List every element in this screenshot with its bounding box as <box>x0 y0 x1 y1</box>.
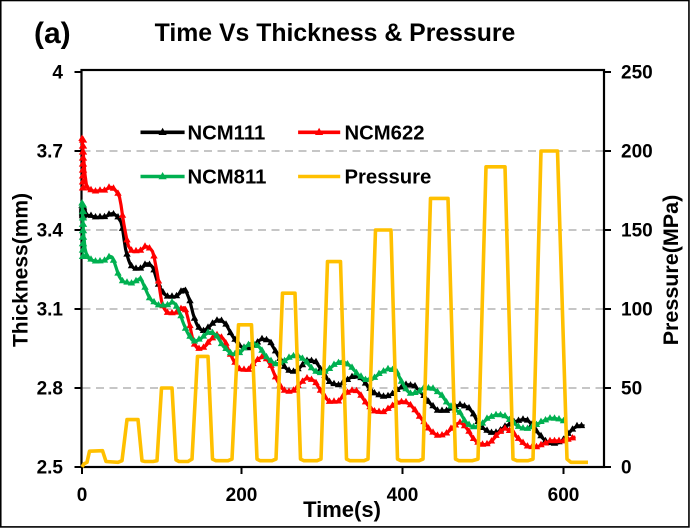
svg-text:Pressure(MPa): Pressure(MPa) <box>659 195 683 346</box>
svg-text:NCM111: NCM111 <box>188 122 266 144</box>
svg-text:400: 400 <box>387 485 419 506</box>
svg-text:150: 150 <box>621 221 653 242</box>
svg-text:200: 200 <box>621 142 653 163</box>
svg-text:50: 50 <box>621 379 642 400</box>
svg-text:3.1: 3.1 <box>37 300 64 321</box>
svg-text:2.8: 2.8 <box>37 379 63 400</box>
svg-text:0: 0 <box>77 485 88 506</box>
svg-text:3.7: 3.7 <box>37 142 63 163</box>
svg-text:Thickness(mm): Thickness(mm) <box>10 193 33 347</box>
svg-text:4: 4 <box>52 63 63 84</box>
svg-text:200: 200 <box>226 485 258 506</box>
svg-text:NCM622: NCM622 <box>345 122 425 144</box>
svg-text:Pressure: Pressure <box>345 167 432 189</box>
svg-text:100: 100 <box>621 300 653 321</box>
svg-text:Time Vs Thickness & Pressure: Time Vs Thickness & Pressure <box>155 20 516 47</box>
svg-text:NCM811: NCM811 <box>188 167 267 189</box>
svg-text:(a): (a) <box>34 17 71 50</box>
svg-text:2.5: 2.5 <box>37 458 64 479</box>
svg-text:250: 250 <box>621 63 653 84</box>
svg-text:Time(s): Time(s) <box>303 497 381 522</box>
svg-text:600: 600 <box>548 485 580 506</box>
svg-text:3.4: 3.4 <box>37 221 64 242</box>
svg-text:0: 0 <box>621 458 632 479</box>
